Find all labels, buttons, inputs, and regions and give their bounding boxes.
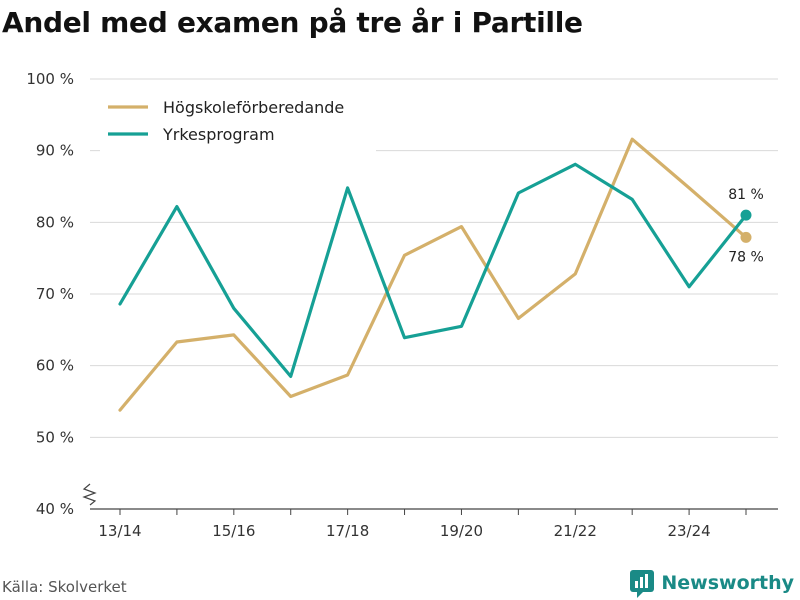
- x-tick-label: 15/16: [212, 522, 255, 540]
- newsworthy-logo-icon: [630, 570, 655, 598]
- legend-label: Yrkesprogram: [162, 125, 275, 144]
- y-axis-tick-labels: 40 % 50 % 60 % 70 % 80 % 90 % 100 %: [26, 70, 74, 518]
- x-tick-label: 17/18: [326, 522, 369, 540]
- y-tick-label: 60 %: [36, 357, 74, 375]
- axis-break-icon: [82, 483, 97, 506]
- legend-label: Högskoleförberedande: [163, 98, 344, 117]
- end-label-hogskoleforberedande: 78 %: [728, 249, 764, 265]
- legend-background: [100, 92, 376, 152]
- x-tick-label: 13/14: [98, 522, 141, 540]
- gridlines: [90, 78, 778, 438]
- x-tick-label: 21/22: [554, 522, 597, 540]
- y-tick-label: 70 %: [36, 285, 74, 303]
- series-line-hogskoleforberedande: [118, 137, 748, 412]
- end-point: [740, 231, 752, 243]
- chart-title: Andel med examen på tre år i Partille: [2, 6, 583, 39]
- end-point: [740, 209, 752, 221]
- series-line-yrkesprogram: [118, 162, 748, 378]
- x-tick-label: 19/20: [440, 522, 483, 540]
- x-tick-label: 23/24: [667, 522, 710, 540]
- end-label-yrkesprogram: 81 %: [728, 187, 764, 203]
- y-tick-label: 100 %: [26, 70, 74, 88]
- y-tick-label: 40 %: [36, 500, 74, 518]
- y-tick-label: 50 %: [36, 428, 74, 446]
- end-labels: 81 % 78 %: [728, 187, 764, 265]
- y-tick-label: 90 %: [36, 142, 74, 160]
- x-axis: 13/14 15/16 17/18 19/20 21/22 23/24: [82, 483, 778, 540]
- source-note: Källa: Skolverket: [2, 578, 127, 596]
- legend: Högskoleförberedande Yrkesprogram: [100, 92, 376, 152]
- y-tick-label: 80 %: [36, 213, 74, 231]
- series-lines: [118, 137, 752, 412]
- brand-name: Newsworthy: [661, 572, 794, 594]
- brand-logo: Newsworthy: [629, 568, 794, 598]
